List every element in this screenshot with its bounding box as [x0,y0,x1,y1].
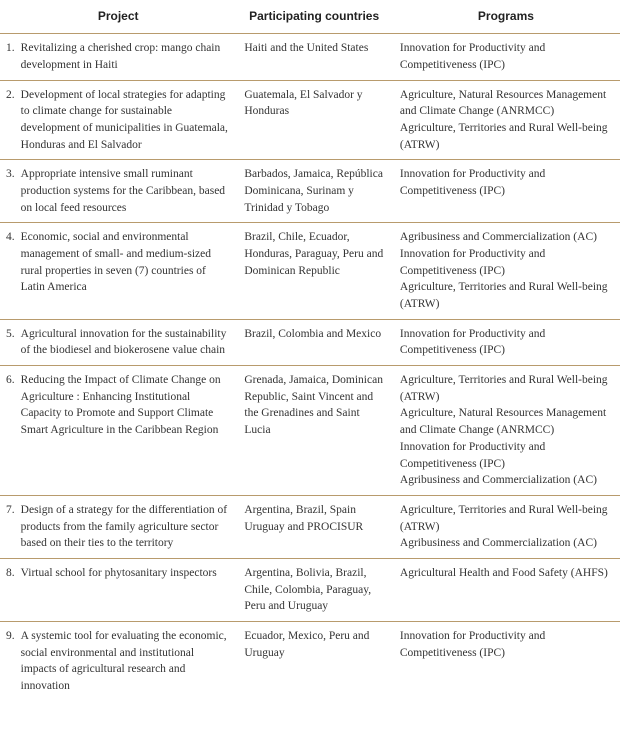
row-project: Design of a strategy for the differentia… [19,495,237,558]
row-project: Appropriate intensive small ruminant pro… [19,160,237,223]
row-countries: Argentina, Brazil, Spain Uruguay and PRO… [236,495,392,558]
table-row: 6.Reducing the Impact of Climate Change … [0,366,620,496]
header-countries: Participating countries [236,0,392,34]
row-project: Reducing the Impact of Climate Change on… [19,366,237,496]
row-number: 8. [0,558,19,621]
table-row: 2.Development of local strategies for ad… [0,80,620,160]
row-project: Economic, social and environmental manag… [19,223,237,319]
row-countries: Brazil, Chile, Ecuador, Honduras, Paragu… [236,223,392,319]
table-row: 9.A systemic tool for evaluating the eco… [0,621,620,700]
table-row: 4.Economic, social and environmental man… [0,223,620,319]
row-project: Revitalizing a cherished crop: mango cha… [19,34,237,80]
row-number: 5. [0,319,19,365]
row-number: 2. [0,80,19,160]
row-number: 7. [0,495,19,558]
row-project: Virtual school for phytosanitary inspect… [19,558,237,621]
row-number: 6. [0,366,19,496]
row-project: Development of local strategies for adap… [19,80,237,160]
projects-table: Project Participating countries Programs… [0,0,620,701]
row-countries: Grenada, Jamaica, Dominican Republic, Sa… [236,366,392,496]
table-row: 5.Agricultural innovation for the sustai… [0,319,620,365]
row-countries: Haiti and the United States [236,34,392,80]
row-programs: Innovation for Productivity and Competit… [392,160,620,223]
row-number: 1. [0,34,19,80]
row-programs: Innovation for Productivity and Competit… [392,319,620,365]
row-programs: Innovation for Productivity and Competit… [392,621,620,700]
row-programs: Agriculture, Natural Resources Managemen… [392,80,620,160]
header-project: Project [0,0,236,34]
row-number: 3. [0,160,19,223]
row-programs: Innovation for Productivity and Competit… [392,34,620,80]
row-countries: Argentina, Bolivia, Brazil, Chile, Colom… [236,558,392,621]
row-countries: Guatemala, El Salvador y Honduras [236,80,392,160]
table-row: 3.Appropriate intensive small ruminant p… [0,160,620,223]
row-programs: Agribusiness and Commercialization (AC) … [392,223,620,319]
row-programs: Agricultural Health and Food Safety (AHF… [392,558,620,621]
row-programs: Agriculture, Territories and Rural Well-… [392,366,620,496]
row-number: 9. [0,621,19,700]
row-number: 4. [0,223,19,319]
row-countries: Brazil, Colombia and Mexico [236,319,392,365]
table-row: 8.Virtual school for phytosanitary inspe… [0,558,620,621]
row-project: Agricultural innovation for the sustaina… [19,319,237,365]
table-row: 7.Design of a strategy for the different… [0,495,620,558]
row-countries: Ecuador, Mexico, Peru and Uruguay [236,621,392,700]
row-programs: Agriculture, Territories and Rural Well-… [392,495,620,558]
header-programs: Programs [392,0,620,34]
row-project: A systemic tool for evaluating the econo… [19,621,237,700]
table-row: 1.Revitalizing a cherished crop: mango c… [0,34,620,80]
header-row: Project Participating countries Programs [0,0,620,34]
row-countries: Barbados, Jamaica, República Dominicana,… [236,160,392,223]
